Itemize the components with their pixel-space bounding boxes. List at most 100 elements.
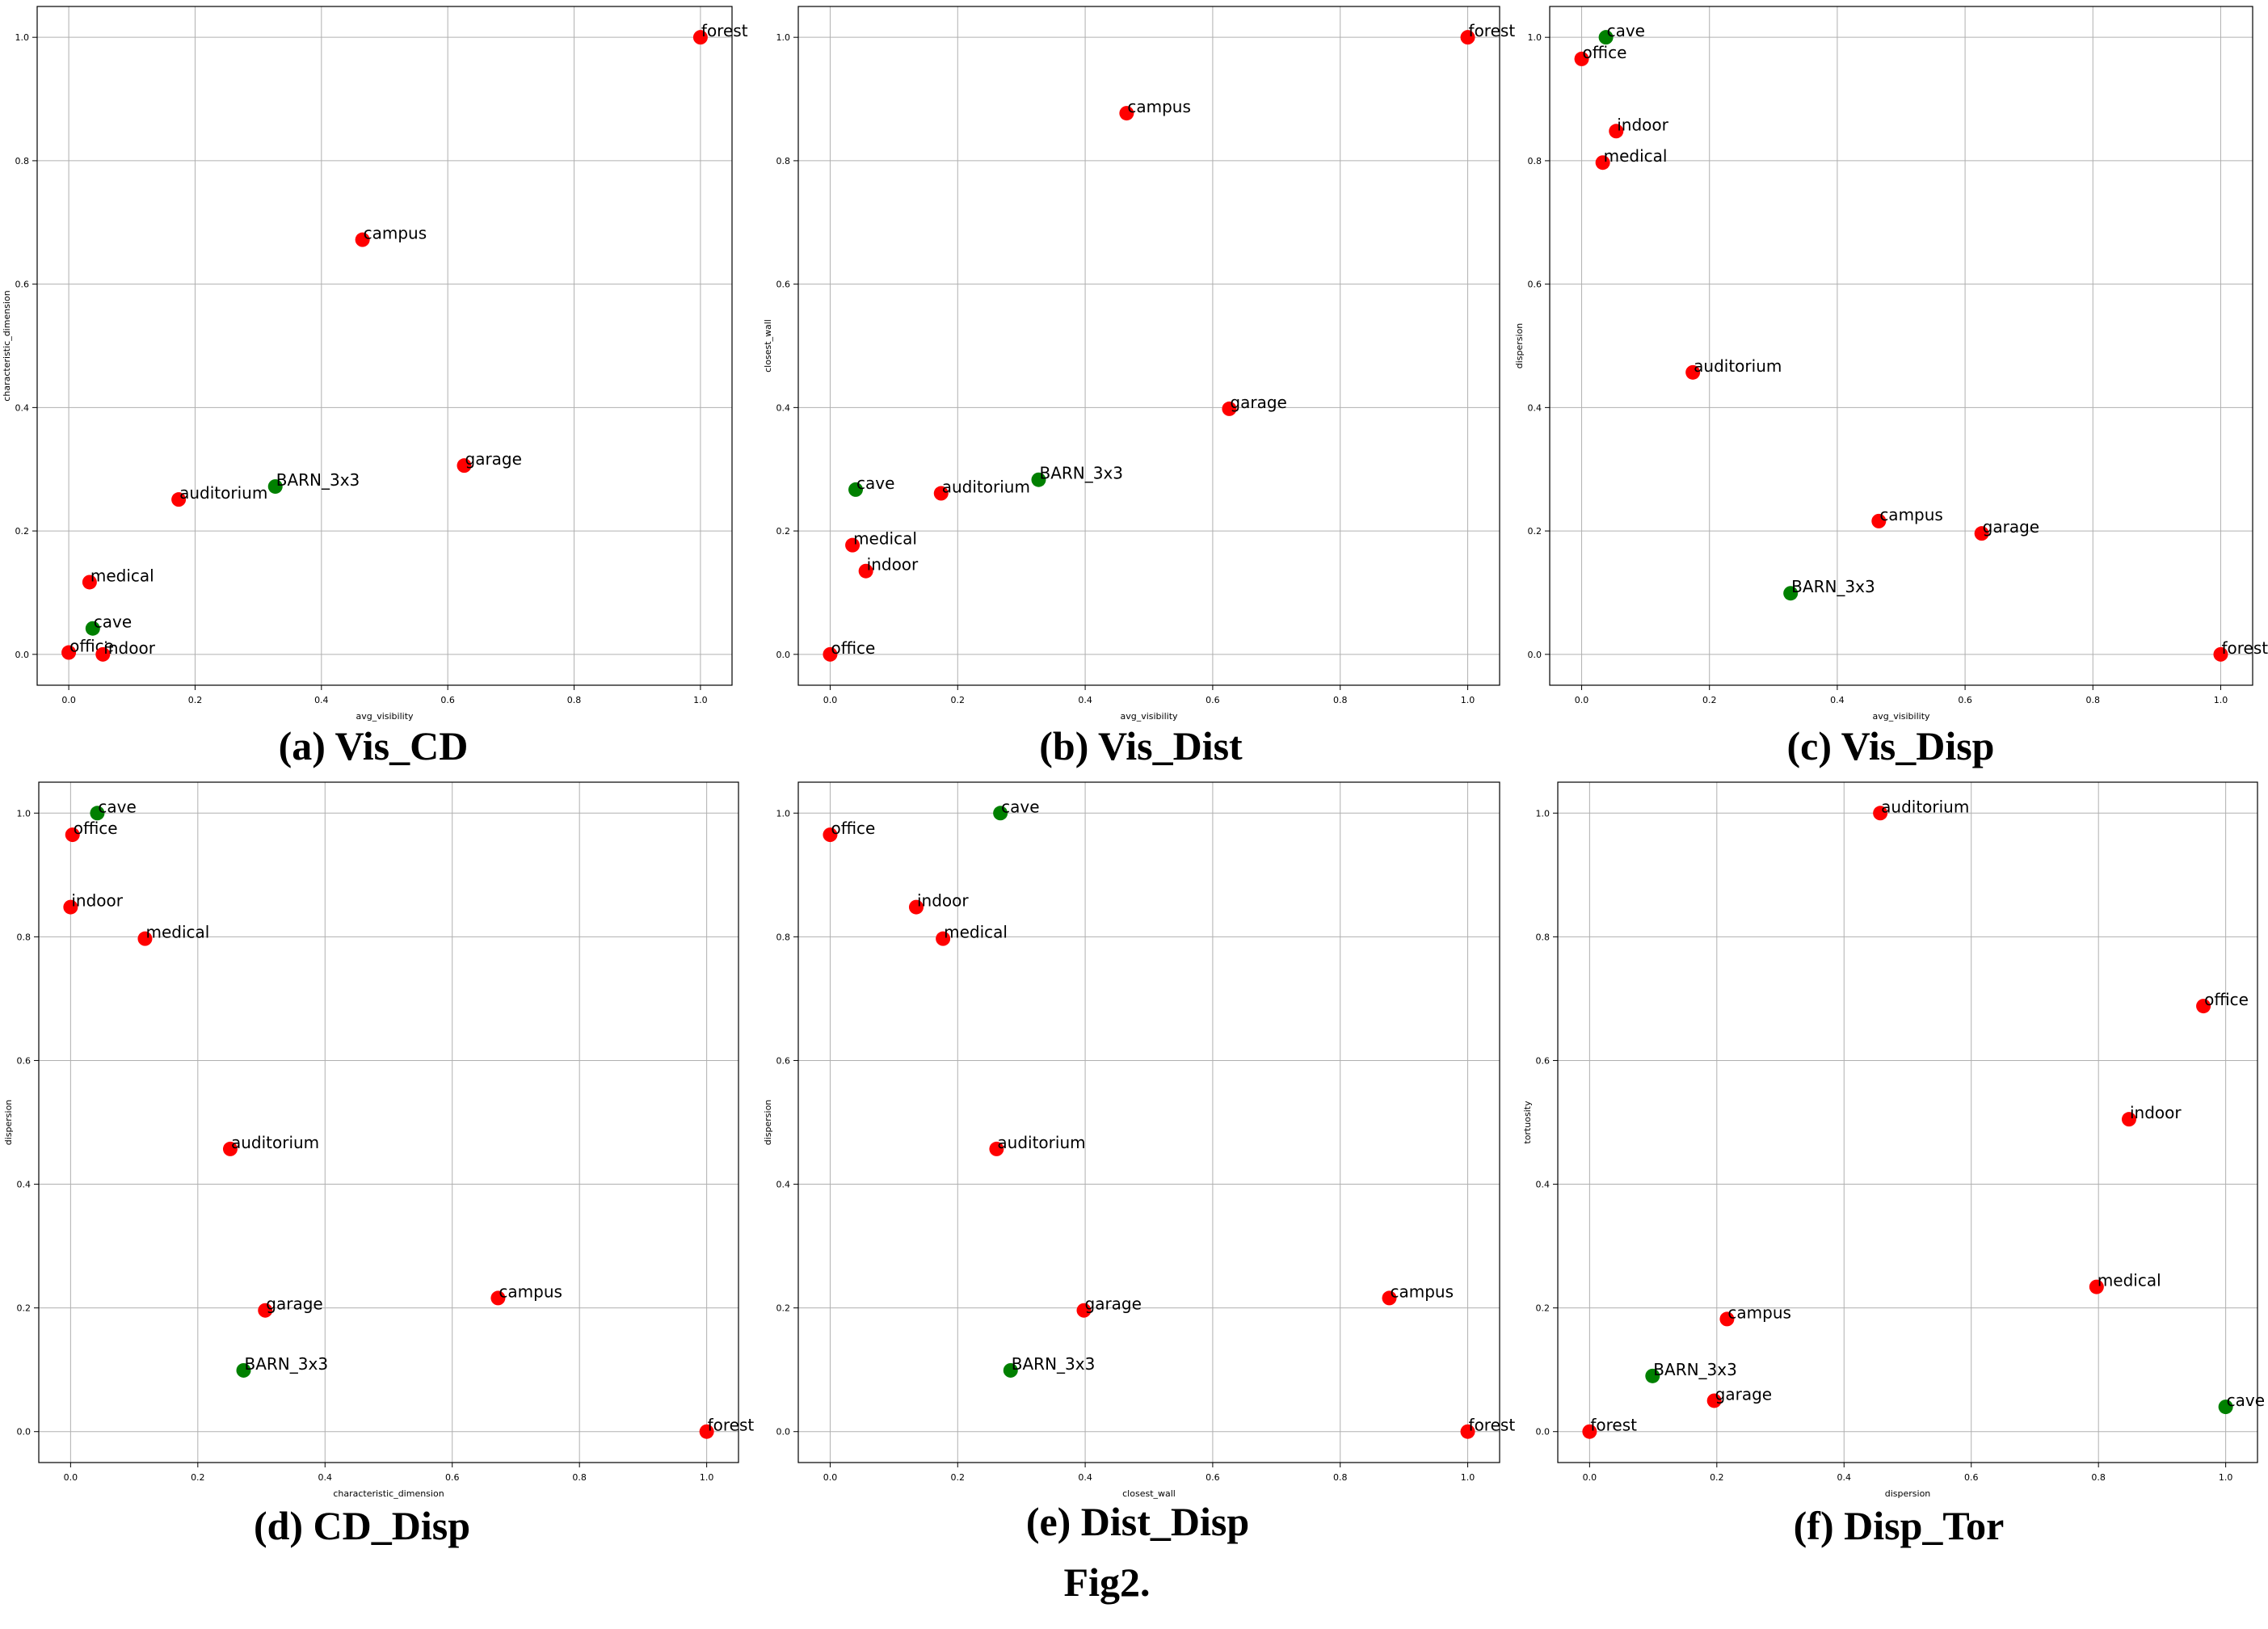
point-label: forest <box>1469 1416 1516 1435</box>
scatter-point <box>848 482 864 497</box>
point-label: medical <box>2098 1271 2161 1290</box>
point-label: cave <box>856 474 894 493</box>
point-label: BARN_3x3 <box>1012 1354 1096 1374</box>
x-tick-label: 0.6 <box>440 695 455 705</box>
scatter-point <box>457 458 472 474</box>
y-tick-label: 0.6 <box>1536 1055 1551 1066</box>
scatter-point <box>1595 155 1610 170</box>
y-tick-label: 0.8 <box>1528 156 1542 166</box>
y-tick-label: 0.0 <box>776 1427 791 1437</box>
point-label: garage <box>1085 1294 1142 1314</box>
scatter-point <box>936 931 951 946</box>
x-tick-label: 0.0 <box>61 695 76 705</box>
y-tick-label: 1.0 <box>17 808 32 819</box>
scatter-point <box>908 899 924 915</box>
x-axis-label: avg_visibility <box>1872 711 1930 722</box>
x-axis-label: avg_visibility <box>1120 711 1178 722</box>
scatter-point <box>989 1141 1004 1156</box>
scatter-point <box>1706 1393 1722 1408</box>
y-tick-label: 0.4 <box>17 1180 32 1190</box>
scatter-point <box>258 1303 273 1318</box>
x-tick-label: 0.8 <box>2091 1472 2106 1483</box>
y-tick-label: 0.8 <box>17 932 32 942</box>
scatter-point <box>845 537 860 553</box>
scatter-point <box>355 232 370 247</box>
subplot-caption: (c) Vis_Disp <box>1787 723 1995 768</box>
y-tick-label: 0.6 <box>17 1055 32 1066</box>
x-tick-label: 0.6 <box>445 1472 460 1483</box>
x-tick-label: 1.0 <box>1461 1472 1475 1483</box>
y-tick-label: 0.0 <box>1536 1427 1551 1437</box>
y-tick-label: 0.6 <box>15 280 30 290</box>
subplot-caption: (f) Disp_Tor <box>1794 1503 2005 1548</box>
scatter-point <box>2213 646 2228 662</box>
point-label: forest <box>701 21 748 40</box>
panel-cd-disp: 0.0 0.2 0.4 0.6 0.8 1.0 0.0 0.2 0.4 0.6 0.8 1.0 char… <box>3 781 754 1548</box>
y-axis-label: tortuosity <box>1522 1101 1533 1144</box>
plot-frame <box>797 6 1500 686</box>
y-axis-label: dispersion <box>3 1100 14 1146</box>
y-tick-label: 0.6 <box>776 280 791 290</box>
scatter-point <box>1719 1311 1735 1327</box>
x-tick-label: 0.4 <box>1830 695 1845 705</box>
x-tick-label: 0.4 <box>314 695 329 705</box>
y-tick-label: 1.0 <box>776 32 791 43</box>
y-axis-label: closest_wall <box>763 319 773 373</box>
point-label: campus <box>499 1282 562 1301</box>
x-tick-label: 0.8 <box>572 1472 587 1483</box>
y-tick-label: 0.4 <box>15 402 30 413</box>
y-tick-label: 0.8 <box>15 156 30 166</box>
scatter-point <box>85 621 100 636</box>
point-label: BARN_3x3 <box>1039 464 1123 483</box>
point-label: auditorium <box>231 1133 319 1152</box>
panel-vis-cd: 0.0 0.2 0.4 0.6 0.8 1.0 0.0 0.2 0.4 0.6 0.8 1.0 avg_… <box>2 6 748 768</box>
point-label: garage <box>1983 517 2039 537</box>
x-tick-label: 0.6 <box>1206 695 1220 705</box>
x-tick-label: 0.0 <box>64 1472 78 1483</box>
point-label: office <box>831 638 875 658</box>
point-label: auditorium <box>179 483 267 503</box>
point-label: cave <box>98 797 136 816</box>
plot-frame <box>1549 6 2253 686</box>
point-label: indoor <box>2130 1103 2182 1122</box>
x-tick-label: 0.0 <box>823 695 838 705</box>
point-label: medical <box>853 529 917 549</box>
x-tick-label: 0.8 <box>2086 695 2101 705</box>
y-axis-label: characteristic_dimension <box>2 290 12 401</box>
scatter-point <box>1873 806 1888 821</box>
x-tick-label: 1.0 <box>1461 695 1475 705</box>
x-tick-label: 0.6 <box>1206 1472 1220 1483</box>
point-label: auditorium <box>1694 356 1782 376</box>
scatter-point <box>90 806 105 821</box>
y-tick-label: 0.2 <box>15 526 30 537</box>
subplot-caption: (e) Dist_Disp <box>1026 1499 1249 1544</box>
scatter-point <box>2089 1279 2104 1294</box>
subplot-caption: (d) CD_Disp <box>254 1503 470 1548</box>
y-tick-label: 0.6 <box>1528 280 1542 290</box>
y-tick-label: 0.4 <box>776 402 791 413</box>
scatter-point <box>1598 30 1614 45</box>
x-axis-label: closest_wall <box>1122 1488 1176 1499</box>
panel-disp-tor: 0.0 0.2 0.4 0.6 0.8 1.0 0.0 0.2 0.4 0.6 0.8 1.0 disp… <box>1522 781 2265 1548</box>
x-tick-label: 0.6 <box>1958 695 1972 705</box>
x-tick-label: 1.0 <box>700 1472 714 1483</box>
point-label: campus <box>364 224 427 243</box>
point-label: auditorium <box>942 478 1030 497</box>
point-label: cave <box>1607 21 1645 40</box>
scatter-point <box>823 646 838 662</box>
y-tick-label: 1.0 <box>1528 32 1542 43</box>
scatter-point <box>171 492 187 507</box>
point-label: BARN_3x3 <box>245 1354 329 1374</box>
scatter-point <box>993 806 1008 821</box>
x-tick-label: 0.4 <box>1837 1472 1852 1483</box>
x-tick-label: 0.2 <box>951 695 966 705</box>
scatter-point <box>1031 472 1046 487</box>
x-tick-label: 0.2 <box>1710 1472 1724 1483</box>
scatter-point <box>267 479 283 495</box>
point-label: indoor <box>103 638 155 658</box>
y-axis-label: dispersion <box>763 1100 773 1146</box>
point-label: medical <box>90 566 154 585</box>
scatter-point <box>1382 1290 1397 1306</box>
x-axis-label: dispersion <box>1885 1488 1931 1499</box>
y-tick-label: 0.8 <box>776 156 791 166</box>
